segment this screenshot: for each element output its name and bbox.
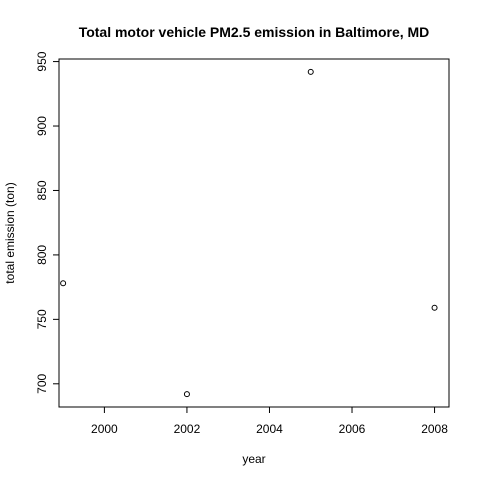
plot-frame [58,58,450,408]
data-point [183,391,190,398]
x-tick-label: 2002 [174,422,201,436]
x-axis: 2000 2002 2004 2006 2008 [91,407,448,436]
y-axis: 700 750 800 850 900 950 [35,51,59,394]
y-axis-label: total emission (ton) [3,182,17,283]
x-axis-label: year [242,452,265,466]
chart-title: Total motor vehicle PM2.5 emission in Ba… [79,24,430,40]
data-point [307,68,314,75]
x-tick-label: 2000 [91,422,118,436]
data-points [60,68,438,398]
data-point [431,304,438,311]
y-tick-label: 850 [35,180,49,200]
data-point [60,280,67,287]
y-tick-label: 700 [35,373,49,393]
y-tick-label: 750 [35,309,49,329]
x-tick-label: 2008 [421,422,448,436]
y-tick-label: 800 [35,245,49,265]
x-tick-label: 2006 [339,422,366,436]
x-tick-label: 2004 [256,422,283,436]
y-tick-label: 900 [35,116,49,136]
y-tick-label: 950 [35,51,49,71]
